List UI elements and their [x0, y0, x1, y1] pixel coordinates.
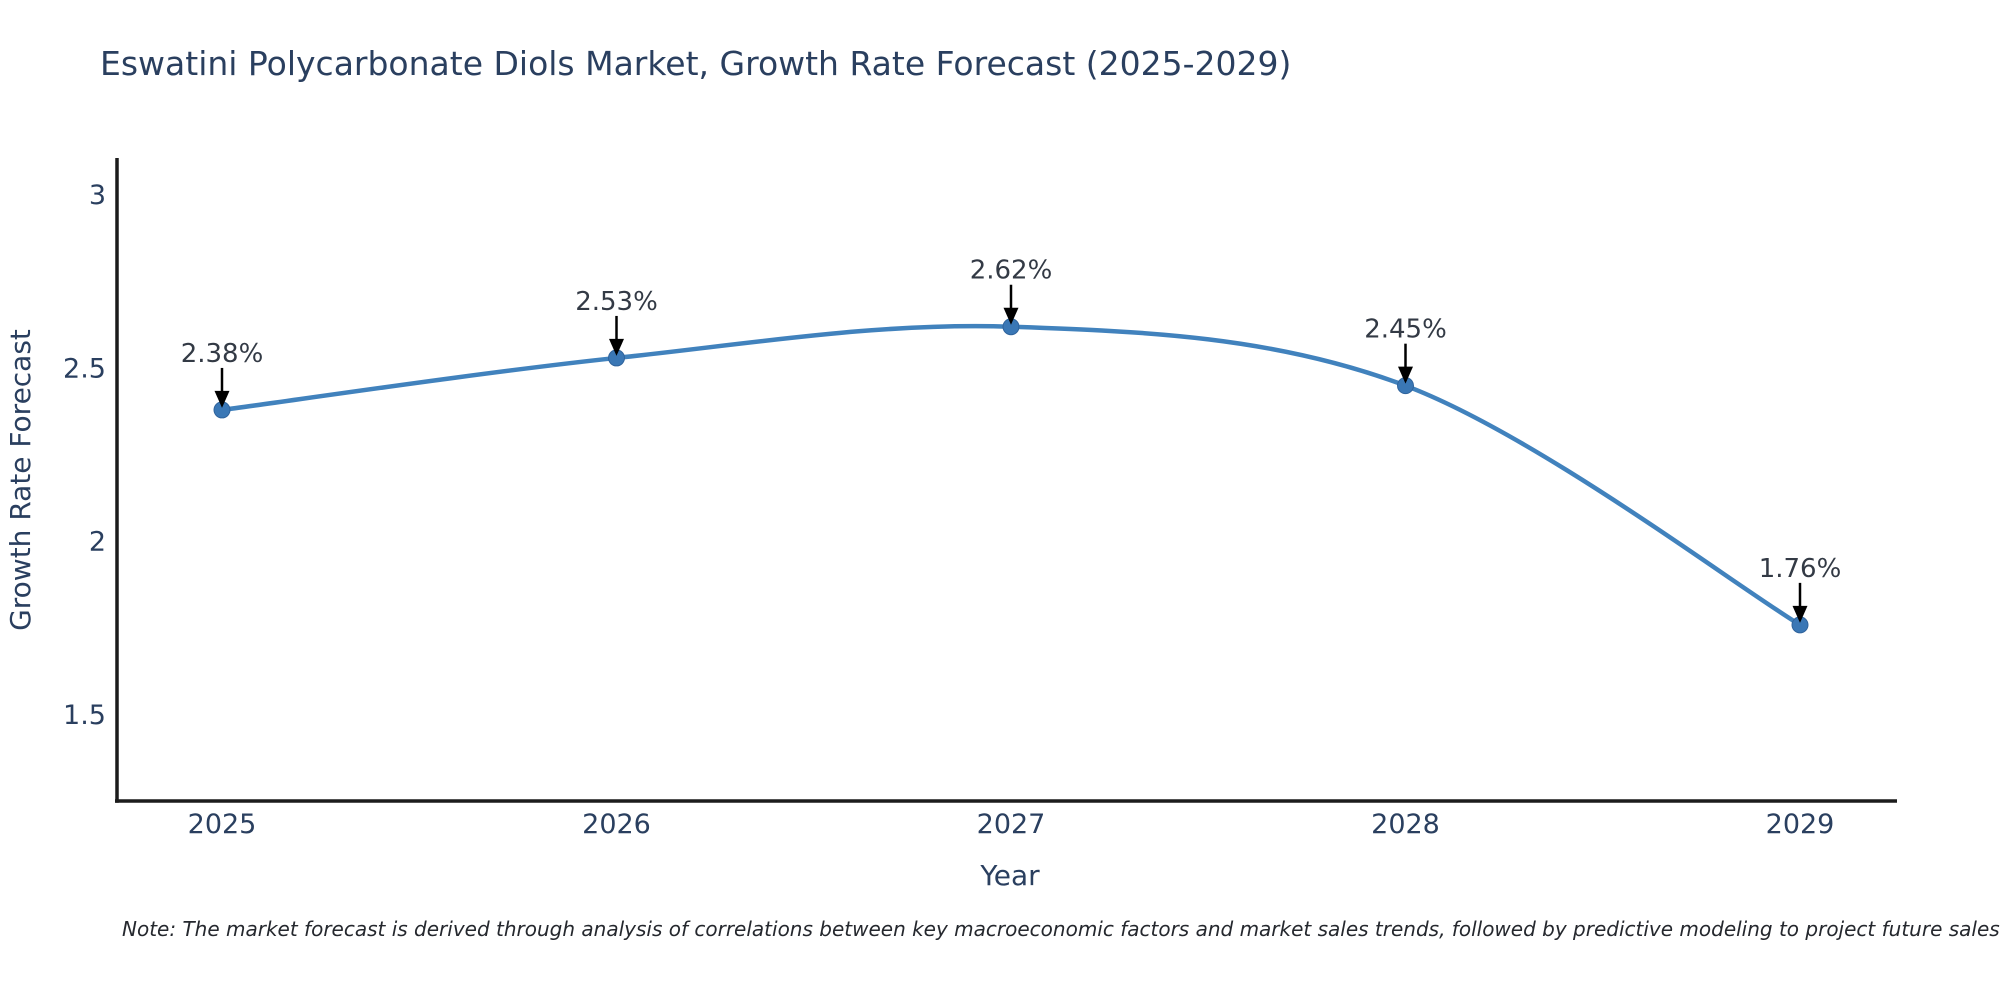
- annotation-arrow-head: [1398, 366, 1413, 384]
- chart-title: Eswatini Polycarbonate Diols Market, Gro…: [100, 44, 1292, 83]
- annotation-label: 2.62%: [970, 256, 1053, 286]
- x-tick-label: 2028: [1371, 809, 1440, 840]
- y-tick-label: 2: [89, 527, 106, 558]
- x-tick-label: 2027: [977, 809, 1046, 840]
- annotation-arrow-head: [1003, 307, 1019, 325]
- y-tick-label: 3: [89, 180, 106, 211]
- annotation-arrow-head: [609, 338, 624, 356]
- series-line: [219, 323, 1803, 628]
- y-tick-label: 2.5: [63, 353, 106, 384]
- annotation-label: 2.53%: [575, 287, 658, 317]
- x-tick-label: 2026: [582, 809, 651, 840]
- y-axis-title: Growth Rate Forecast: [4, 329, 37, 631]
- annotation-label: 1.76%: [1759, 554, 1842, 584]
- y-tick-label: 1.5: [63, 700, 106, 731]
- x-axis-title: Year: [979, 859, 1040, 892]
- x-tick-label: 2025: [188, 809, 257, 840]
- footnote: Note: The market forecast is derived thr…: [122, 917, 2000, 941]
- annotation-arrow-head: [214, 390, 230, 408]
- annotation-label: 2.45%: [1364, 315, 1447, 345]
- annotation-arrow-head: [1792, 605, 1808, 623]
- annotation-label: 2.38%: [181, 339, 264, 369]
- x-tick-label: 2029: [1766, 809, 1835, 840]
